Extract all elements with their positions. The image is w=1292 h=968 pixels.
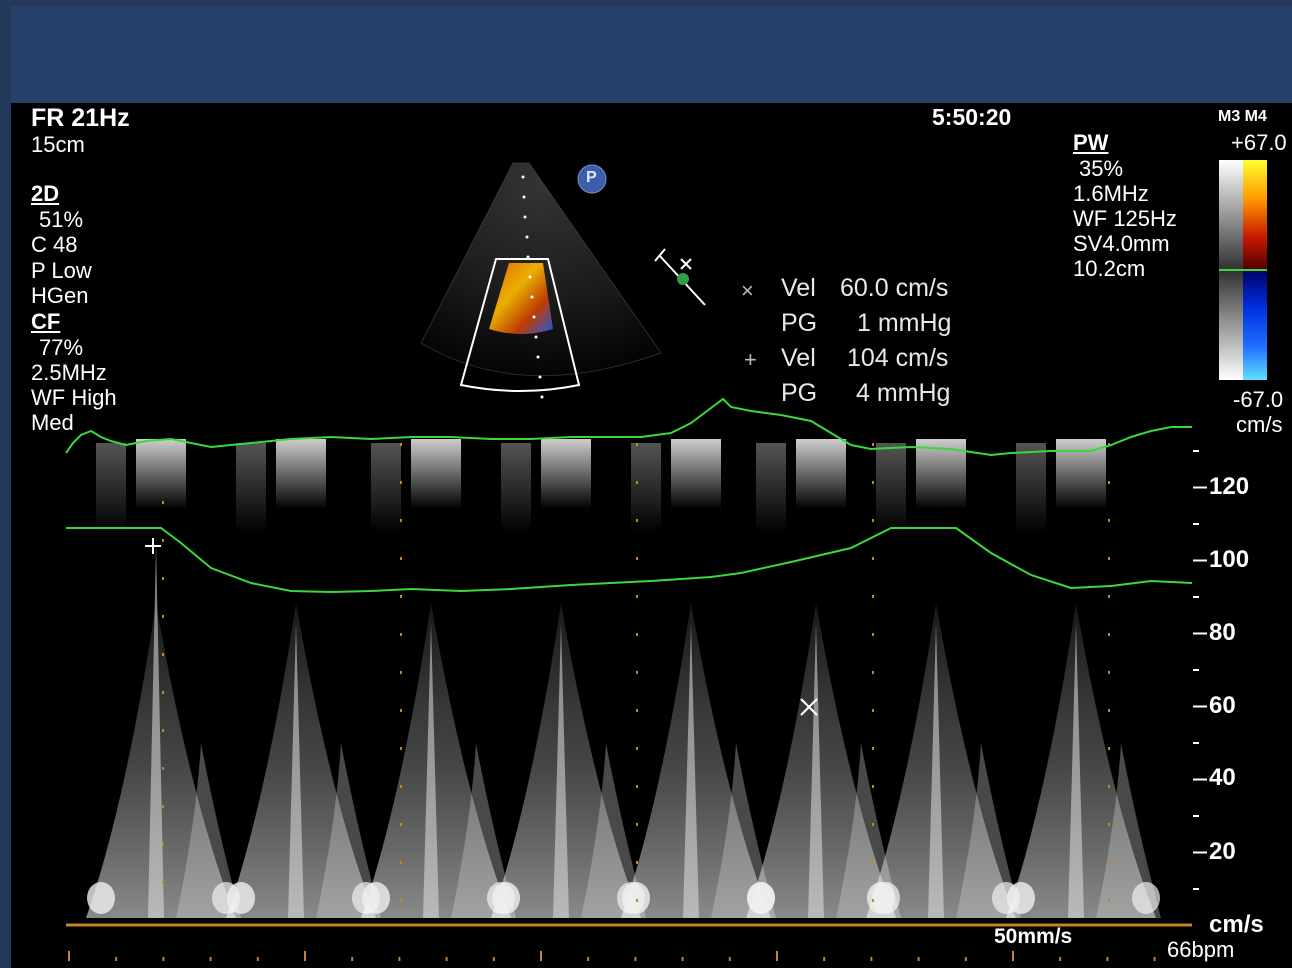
mode-2d-freq: HGen xyxy=(31,283,89,308)
measurement-1-pg-label: PG xyxy=(781,309,818,337)
scale-tick-60: 60 xyxy=(1209,692,1236,719)
scale-unit: cm/s xyxy=(1209,911,1264,938)
measurement-2-pg-value: 4 mmHg xyxy=(856,379,951,407)
scale-tick-120: 120 xyxy=(1209,473,1250,500)
mode-2d-compress: C 48 xyxy=(31,232,78,257)
measurement-cursor-cross-icon xyxy=(800,698,818,716)
scale-tick-100: 100 xyxy=(1209,546,1250,573)
mode-cf-level: Med xyxy=(31,410,74,435)
measurement-2-pg-label: PG xyxy=(781,379,818,407)
color-scale-unit: cm/s xyxy=(1236,412,1283,437)
doppler-angle-marker-icon xyxy=(654,248,706,306)
clock-time: 5:50:20 xyxy=(932,104,1012,130)
time-ticks xyxy=(68,951,1156,961)
measurement-2-vel-label: Vel xyxy=(781,344,816,372)
mode-2d-label: 2D xyxy=(31,181,60,206)
ecg-trace xyxy=(65,397,1192,457)
frame-rate: FR 21Hz xyxy=(31,104,130,132)
measurement-cursor-plus-icon xyxy=(145,538,161,554)
color-scale-bar xyxy=(1219,160,1267,380)
pw-depth: 10.2cm xyxy=(1073,256,1146,281)
measurement-1-pg-value: 1 mmHg xyxy=(857,309,952,337)
mode-cf-gain: 77% xyxy=(39,335,84,360)
pw-gain: 35% xyxy=(1079,156,1124,181)
spectral-waveforms xyxy=(86,439,1161,918)
measurement-1-vel-label: Vel xyxy=(781,274,816,302)
title-bar xyxy=(11,6,1292,103)
sweep-speed: 50mm/s xyxy=(994,925,1073,948)
color-scale-min: -67.0 xyxy=(1233,387,1284,412)
scale-tick-40: 40 xyxy=(1209,764,1236,791)
probe-label: M3 M4 xyxy=(1218,108,1267,125)
scale-tick-80: 80 xyxy=(1209,619,1236,646)
pw-label: PW xyxy=(1073,130,1109,155)
velocity-scale xyxy=(1193,450,1207,890)
probe-orientation-icon xyxy=(577,164,607,194)
color-scale-max: +67.0 xyxy=(1231,130,1287,155)
pw-freq: 1.6MHz xyxy=(1073,181,1149,206)
mode-cf-label: CF xyxy=(31,309,61,334)
doppler-spectrum xyxy=(65,397,1207,961)
probe-orientation-label: P xyxy=(586,169,597,186)
measurement-1-marker: × xyxy=(741,278,754,303)
ultrasound-display: FR 21Hz 15cm 2D 51% C 48 P Low HGen CF 7… xyxy=(11,103,1292,968)
pw-wall-filter: WF 125Hz xyxy=(1073,206,1177,231)
measurement-2-vel-value: 104 cm/s xyxy=(847,344,949,372)
measurement-2-marker: + xyxy=(744,347,757,372)
mode-cf-freq: 2.5MHz xyxy=(31,360,107,385)
pw-sample-volume: SV4.0mm xyxy=(1073,231,1170,256)
scale-tick-20: 20 xyxy=(1209,838,1236,865)
depth-value: 15cm xyxy=(31,132,85,157)
sector-image xyxy=(420,162,662,399)
mode-2d-gain: 51% xyxy=(39,207,84,232)
mode-cf-wall-filter: WF High xyxy=(31,385,117,410)
respiratory-trace xyxy=(66,527,1193,594)
timing-grid xyxy=(162,443,1110,902)
mode-2d-power: P Low xyxy=(31,258,92,283)
measurement-1-vel-value: 60.0 cm/s xyxy=(840,274,949,302)
heart-rate: 66bpm xyxy=(1167,937,1235,962)
